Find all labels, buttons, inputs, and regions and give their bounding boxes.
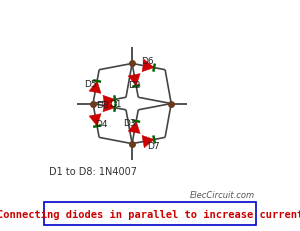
- Polygon shape: [103, 100, 115, 112]
- Text: D3: D3: [123, 118, 136, 127]
- Text: D6: D6: [141, 57, 154, 66]
- Text: D1: D1: [109, 100, 122, 109]
- Polygon shape: [128, 74, 140, 87]
- Text: D4: D4: [95, 120, 108, 129]
- Polygon shape: [89, 82, 101, 94]
- Polygon shape: [128, 122, 140, 134]
- Text: D8: D8: [97, 100, 109, 109]
- Polygon shape: [142, 136, 154, 148]
- Text: D5: D5: [84, 79, 97, 88]
- Polygon shape: [142, 60, 154, 72]
- Text: D1 to D8: 1N4007: D1 to D8: 1N4007: [50, 167, 137, 176]
- Polygon shape: [89, 114, 101, 127]
- Polygon shape: [103, 96, 115, 108]
- Text: D2: D2: [128, 81, 140, 90]
- Text: D7: D7: [147, 141, 159, 150]
- Text: Connecting diodes in parallel to increase current: Connecting diodes in parallel to increas…: [0, 209, 300, 219]
- Text: ElecCircuit.com: ElecCircuit.com: [190, 190, 255, 199]
- FancyBboxPatch shape: [44, 202, 256, 225]
